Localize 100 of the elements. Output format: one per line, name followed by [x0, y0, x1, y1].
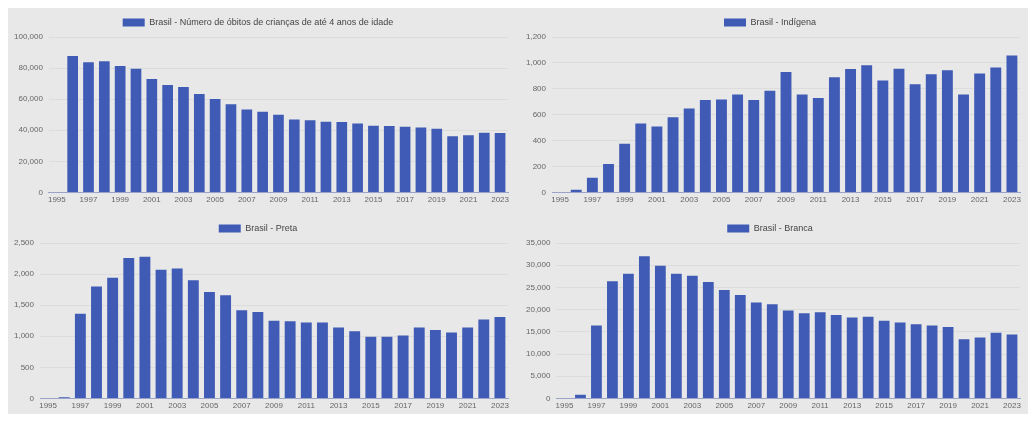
x-tick-label: 2005	[712, 195, 731, 205]
y-tick-label: 600	[532, 109, 547, 119]
y-tick-label: 400	[532, 135, 547, 145]
bar	[494, 316, 506, 398]
bar	[894, 322, 906, 398]
x-tick-label: 2005	[200, 401, 219, 411]
x-tick-label: 1997	[79, 195, 98, 205]
bar	[990, 67, 1002, 192]
bar	[415, 127, 427, 192]
x-tick-label: 2007	[744, 195, 764, 205]
bar	[635, 123, 647, 192]
bar	[764, 90, 776, 192]
bar	[702, 282, 714, 398]
x-tick-label: 2011	[301, 195, 320, 205]
bar	[130, 68, 142, 192]
bar	[288, 119, 300, 192]
bar	[257, 111, 268, 192]
x-tick-label: 2015	[361, 401, 381, 411]
x-tick-label: 2021	[459, 195, 478, 205]
x-tick-label: 2017	[906, 195, 925, 205]
x-tick-label: 2015	[364, 195, 383, 205]
bar	[748, 99, 760, 192]
bar	[766, 304, 778, 398]
x-tick-label: 1999	[111, 195, 130, 205]
x-tick-label: 2019	[938, 195, 957, 205]
x-tick-label: 2003	[683, 401, 702, 411]
x-tick-label: 2023	[1003, 195, 1022, 205]
bar	[413, 327, 425, 398]
x-tick-label: 2013	[332, 195, 352, 205]
bar	[320, 121, 332, 192]
bar	[187, 280, 199, 398]
x-tick-label: 2023	[491, 401, 510, 411]
bar	[699, 99, 711, 192]
x-tick-label: 1995	[555, 401, 574, 411]
bar	[750, 302, 762, 398]
y-tick-label: 40,000	[18, 125, 44, 135]
bar	[241, 109, 253, 192]
bar	[304, 120, 316, 192]
x-tick-label: 2023	[1003, 401, 1022, 411]
y-tick-label: 800	[532, 84, 547, 93]
x-tick-label: 2009	[777, 195, 796, 205]
x-tick-label: 1997	[583, 195, 602, 205]
bar	[397, 335, 409, 398]
x-tick-label: 2005	[715, 401, 734, 411]
x-tick-label: 1997	[587, 401, 606, 411]
bar	[893, 68, 905, 192]
x-tick-label: 2009	[265, 401, 284, 411]
bar	[909, 84, 921, 192]
bar	[734, 294, 746, 398]
x-tick-label: 1995	[39, 401, 58, 411]
x-tick-label: 2001	[648, 195, 667, 205]
x-tick-label: 2017	[907, 401, 926, 411]
bar	[607, 281, 618, 398]
y-tick-label: 30,000	[526, 260, 552, 270]
y-tick-label: 0	[546, 393, 552, 403]
x-tick-label: 2015	[875, 401, 894, 411]
y-tick-label: 100,000	[14, 32, 44, 42]
bar	[146, 79, 158, 192]
bar	[336, 122, 348, 192]
bar	[273, 114, 284, 192]
x-tick-label: 2017	[394, 401, 413, 411]
bar	[284, 321, 296, 398]
bar	[178, 86, 189, 192]
x-tick-label: 2007	[747, 401, 766, 411]
bar	[716, 99, 727, 192]
x-tick-label: 2003	[174, 195, 193, 205]
bar	[365, 336, 377, 398]
bar	[941, 70, 953, 192]
bar	[209, 99, 221, 192]
x-tick-label: 2023	[491, 195, 510, 205]
bar	[478, 132, 490, 192]
bar	[830, 314, 842, 398]
y-tick-label: 15,000	[526, 327, 552, 336]
y-tick-label: 35,000	[526, 238, 552, 248]
bar	[383, 126, 395, 192]
y-tick-label: 0	[29, 393, 35, 403]
bar	[670, 273, 682, 398]
bar	[570, 189, 582, 192]
x-tick-label: 2009	[779, 401, 798, 411]
bar	[638, 256, 650, 398]
bar	[236, 310, 248, 398]
bar	[447, 136, 458, 192]
bar	[782, 310, 794, 398]
y-tick-label: 200	[532, 161, 547, 171]
bar	[162, 85, 173, 192]
bar	[925, 74, 937, 192]
y-tick-label: 5,000	[530, 371, 552, 381]
y-tick-label: 80,000	[18, 63, 44, 73]
x-tick-label: 2003	[168, 401, 187, 411]
bar	[926, 325, 938, 398]
x-tick-label: 2017	[396, 195, 415, 205]
bar	[828, 77, 840, 192]
bar	[333, 327, 345, 398]
bar	[478, 319, 490, 398]
bar	[845, 68, 857, 192]
bar	[603, 164, 614, 192]
bar	[796, 94, 808, 192]
bar	[1006, 334, 1018, 398]
bar	[300, 322, 312, 398]
y-tick-label: 0	[38, 187, 44, 197]
